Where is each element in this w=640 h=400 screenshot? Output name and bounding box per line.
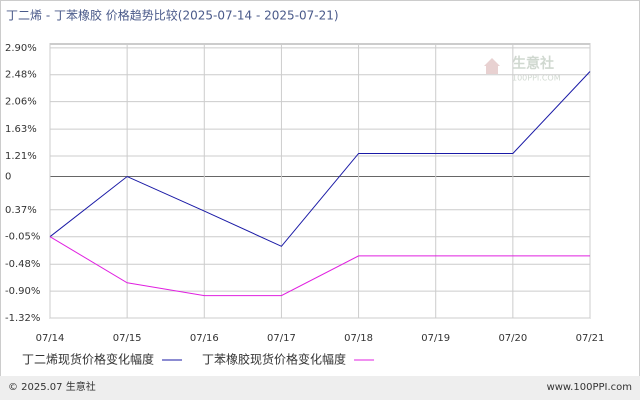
legend-label: 丁苯橡胶现货价格变化幅度 xyxy=(202,352,346,367)
y-tick-label: 1.21% xyxy=(5,151,37,162)
x-tick-label: 07/15 xyxy=(113,333,142,344)
y-tick-label: -1.32% xyxy=(5,313,40,324)
y-tick-label: -0.90% xyxy=(5,286,40,297)
y-tick-label: -0.05% xyxy=(5,232,40,243)
y-tick-label: 2.48% xyxy=(5,70,37,81)
watermark-name: 生意社 xyxy=(512,55,554,72)
x-tick-label: 07/19 xyxy=(421,333,450,344)
y-tick-label: 2.06% xyxy=(5,97,37,108)
x-tick-label: 07/18 xyxy=(344,333,373,344)
x-tick-label: 07/20 xyxy=(498,333,527,344)
y-tick-label: 0.37% xyxy=(5,205,37,216)
x-tick-label: 07/21 xyxy=(576,333,605,344)
y-tick-label: 2.90% xyxy=(5,43,37,54)
x-tick-label: 07/16 xyxy=(190,333,219,344)
x-tick-label: 07/17 xyxy=(267,333,296,344)
series-line xyxy=(49,236,590,297)
footer-bar xyxy=(0,376,640,400)
footer-site: www.100PPI.com xyxy=(547,382,632,393)
watermark: 生意社 100PPI.COM xyxy=(484,55,561,83)
y-tick-label: 0 xyxy=(5,172,11,183)
y-tick-label: -0.48% xyxy=(5,259,40,270)
footer-copyright: © 2025.07 生意社 xyxy=(8,380,96,393)
watermark-icon xyxy=(484,58,500,74)
watermark-site: 100PPI.COM xyxy=(512,74,561,83)
series-line xyxy=(49,71,591,247)
y-tick-label: 1.63% xyxy=(5,124,37,135)
x-tick-label: 07/14 xyxy=(36,333,65,344)
chart-title: 丁二烯 - 丁苯橡胶 价格趋势比较(2025-07-14 - 2025-07-2… xyxy=(6,8,339,23)
legend-label: 丁二烯现货价格变化幅度 xyxy=(22,352,154,367)
